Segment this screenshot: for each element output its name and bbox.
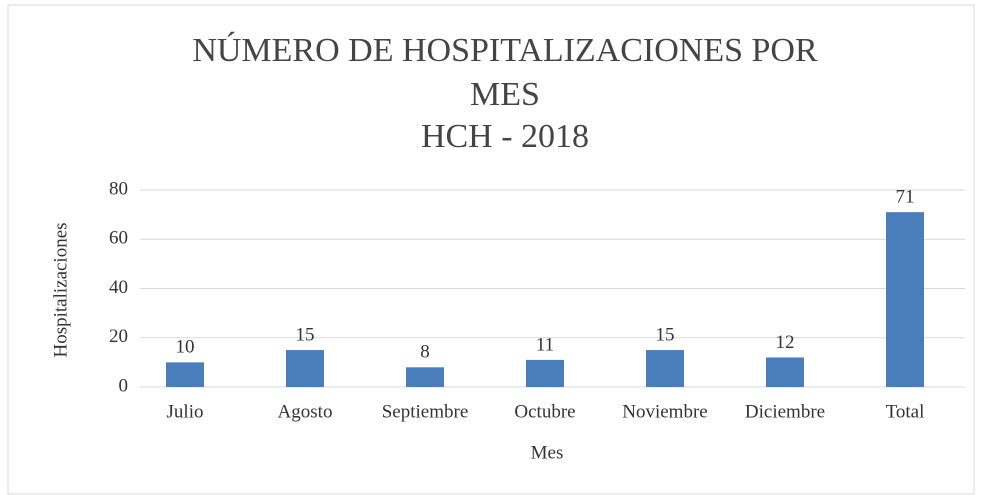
bar (406, 367, 444, 387)
bar (766, 357, 804, 387)
bar (526, 359, 564, 387)
x-tick-label: Diciembre (745, 401, 825, 422)
y-tick-label: 80 (109, 178, 128, 199)
x-tick-label: Noviembre (622, 401, 707, 422)
bar (646, 350, 684, 387)
value-label: 15 (656, 324, 675, 345)
chart-title: NÚMERO DE HOSPITALIZACIONES POR (192, 31, 818, 69)
y-axis-label: Hospitalizaciones (50, 222, 71, 357)
value-label: 10 (176, 337, 195, 358)
x-tick-label: Total (886, 401, 925, 422)
value-label: 15 (296, 324, 315, 345)
bar (286, 350, 324, 387)
x-axis-label: Mes (531, 442, 564, 463)
y-tick-label: 40 (109, 277, 128, 298)
x-tick-label: Julio (167, 401, 204, 422)
y-tick-label: 60 (109, 228, 128, 249)
chart-title: HCH - 2018 (421, 118, 589, 155)
value-label: 12 (776, 332, 795, 353)
y-tick-label: 20 (109, 326, 128, 347)
y-tick-label: 0 (119, 375, 129, 396)
chart-border (7, 4, 975, 495)
value-label: 71 (896, 187, 915, 208)
bar (166, 362, 204, 387)
bar (886, 212, 924, 387)
x-tick-label: Septiembre (382, 401, 469, 422)
x-tick-label: Octubre (514, 401, 575, 422)
value-label: 11 (536, 334, 554, 355)
value-label: 8 (420, 342, 430, 363)
x-tick-label: Agosto (278, 401, 333, 422)
chart-title: MES (470, 76, 540, 113)
